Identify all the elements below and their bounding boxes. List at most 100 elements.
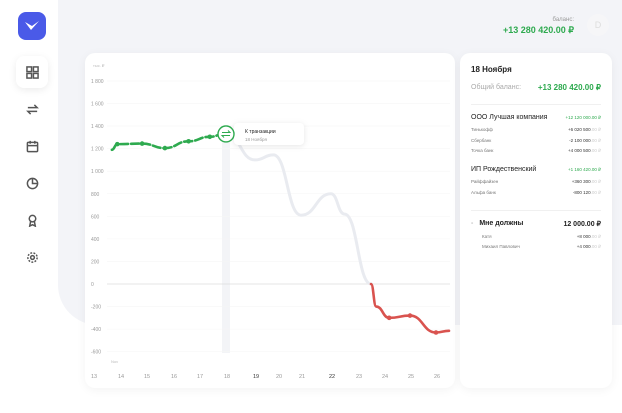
x-tick-label: 17 bbox=[197, 374, 203, 380]
balance-value: +13 280 420.00 ₽ bbox=[502, 25, 574, 35]
y-tick-label: 1 000 bbox=[91, 169, 104, 175]
negative-balance-line bbox=[369, 282, 451, 334]
header-balance: баланс: +13 280 420.00 ₽ bbox=[503, 17, 574, 36]
total-value: +13 280 420.00 ₽ bbox=[537, 83, 601, 92]
account-amount: +4 000 500.00 ₽ bbox=[567, 148, 601, 153]
owed-value: 12 000.00 ₽ bbox=[563, 220, 601, 228]
account-row[interactable]: Точка банк +4 000 500.00 ₽ bbox=[471, 148, 601, 154]
company-header[interactable]: ИП Рождественский +1 160 420.00 ₽ bbox=[471, 166, 601, 173]
x-tick-label: 25 bbox=[408, 374, 414, 380]
account-name: Катя bbox=[482, 233, 492, 239]
award-icon bbox=[28, 214, 36, 227]
sidebar-item-reports[interactable] bbox=[16, 167, 48, 199]
y-tick-label: 1 400 bbox=[91, 124, 104, 130]
data-point bbox=[407, 313, 413, 318]
x-tick-label: 26 bbox=[434, 374, 440, 380]
company-name: ИП Рождественский bbox=[471, 166, 537, 173]
account-name: Михаил Павлович bbox=[482, 244, 520, 249]
account-row[interactable]: Катя +8 000.00 ₽ bbox=[482, 234, 601, 240]
x-tick-label: 16 bbox=[171, 374, 177, 380]
app-logo[interactable] bbox=[18, 12, 46, 40]
account-amount: -800 120.00 ₽ bbox=[572, 189, 601, 195]
y-tick-label: 600 bbox=[91, 214, 100, 220]
account-row[interactable]: Альфа банк -800 120.00 ₽ bbox=[471, 190, 601, 196]
account-amount: +4 000.00 ₽ bbox=[576, 244, 601, 249]
x-tick-label: 20 bbox=[276, 374, 282, 380]
owed-label: - Мне должны bbox=[471, 219, 524, 227]
bird-logo-icon bbox=[25, 21, 39, 30]
grid-icon bbox=[25, 65, 39, 79]
total-balance: Общий баланс: +13 280 420.00 ₽ bbox=[471, 83, 601, 92]
account-name: Альфа банк bbox=[471, 189, 496, 195]
account-row[interactable]: Тинькофф +6 020 500.00 ₽ bbox=[471, 127, 601, 133]
tooltip-title: К транзакции bbox=[245, 129, 276, 135]
company-name: ООО Лучшая компания bbox=[471, 114, 548, 121]
panel-date: 18 Ноября bbox=[471, 65, 512, 74]
account-name: Точка банк bbox=[471, 148, 494, 153]
y-axis-unit: тыс. ₽ bbox=[93, 63, 105, 68]
account-name: Сбербанк bbox=[471, 137, 492, 143]
x-tick-label: 13 bbox=[91, 374, 97, 380]
x-tick-label: 22 bbox=[329, 374, 335, 380]
hover-column bbox=[222, 128, 230, 353]
data-point bbox=[162, 145, 168, 151]
sidebar-item-awards[interactable] bbox=[16, 204, 48, 236]
y-tick-label: 0 bbox=[91, 282, 94, 288]
y-tick-label: -600 bbox=[91, 350, 101, 356]
total-label: Общий баланс: bbox=[471, 84, 522, 91]
data-point bbox=[386, 315, 392, 321]
x-tick-label: 24 bbox=[382, 374, 388, 380]
transfer-icon bbox=[25, 103, 39, 115]
forecast-line bbox=[224, 132, 373, 286]
x-tick-label: 21 bbox=[299, 374, 305, 380]
company-amount: +1 160 420.00 ₽ bbox=[567, 166, 601, 172]
data-point bbox=[139, 141, 145, 146]
balance-label: баланс: bbox=[552, 17, 574, 23]
sidebar-item-calendar[interactable] bbox=[16, 130, 48, 162]
x-tick-label: 19 bbox=[253, 374, 259, 380]
sidebar-item-transactions[interactable] bbox=[16, 93, 48, 125]
y-tick-label: -400 bbox=[91, 327, 101, 333]
x-tick-label: 18 bbox=[224, 374, 230, 380]
account-amount: +8 000.00 ₽ bbox=[576, 233, 601, 239]
avatar[interactable]: D bbox=[587, 14, 609, 36]
account-row[interactable]: Михаил Павлович +4 000.00 ₽ bbox=[482, 244, 601, 250]
tooltip-box bbox=[234, 122, 304, 145]
pie-chart-icon bbox=[26, 177, 38, 189]
balance-chart: тыс. ₽ 1 800 1 600 1 400 1 200 1 000 800 600 400… bbox=[85, 53, 455, 388]
company-header[interactable]: ООО Лучшая компания +12 120 000.00 ₽ bbox=[471, 114, 601, 121]
x-axis-unit: Nov bbox=[111, 359, 118, 364]
sidebar-item-dashboard[interactable] bbox=[16, 56, 48, 88]
account-name: Райффайзен bbox=[471, 179, 499, 184]
divider bbox=[471, 104, 601, 105]
company-group: ООО Лучшая компания +12 120 000.00 ₽ Тиньк… bbox=[471, 114, 601, 154]
y-tick-label: 1 600 bbox=[91, 102, 104, 108]
balance-panel: 18 Ноября Общий баланс: +13 280 420.00 ₽ … bbox=[460, 53, 612, 388]
y-tick-label: -200 bbox=[91, 305, 101, 311]
data-point bbox=[433, 330, 439, 335]
tooltip-date: 18 Ноября bbox=[245, 137, 267, 142]
account-amount: -2 100 000.00 ₽ bbox=[569, 137, 601, 143]
company-group: ИП Рождественский +1 160 420.00 ₽ Райффайз… bbox=[471, 166, 601, 196]
sidebar-item-settings[interactable] bbox=[16, 241, 48, 273]
data-point bbox=[207, 134, 213, 140]
account-row[interactable]: Сбербанк -2 100 000.00 ₽ bbox=[471, 138, 601, 144]
y-tick-label: 400 bbox=[91, 237, 100, 243]
company-amount: +12 120 000.00 ₽ bbox=[565, 114, 601, 120]
chart-svg: тыс. ₽ 1 800 1 600 1 400 1 200 1 000 800 600 400… bbox=[91, 63, 451, 380]
account-amount: +6 020 500.00 ₽ bbox=[567, 127, 601, 132]
account-row[interactable]: Райффайзен +360 300.00 ₽ bbox=[471, 179, 601, 185]
data-point bbox=[186, 139, 191, 144]
gear-icon bbox=[26, 251, 38, 263]
y-tick-label: 1 200 bbox=[91, 147, 104, 153]
data-point bbox=[115, 141, 120, 147]
x-tick-label: 15 bbox=[144, 374, 150, 380]
x-tick-label: 14 bbox=[118, 374, 124, 380]
y-tick-label: 200 bbox=[91, 259, 100, 265]
transaction-marker bbox=[217, 125, 235, 143]
y-tick-label: 800 bbox=[91, 192, 100, 198]
owed-header[interactable]: - Мне должны 12 000.00 ₽ bbox=[471, 220, 601, 228]
divider bbox=[471, 209, 601, 211]
account-name: Тинькофф bbox=[471, 127, 493, 132]
calendar-icon bbox=[26, 140, 38, 152]
